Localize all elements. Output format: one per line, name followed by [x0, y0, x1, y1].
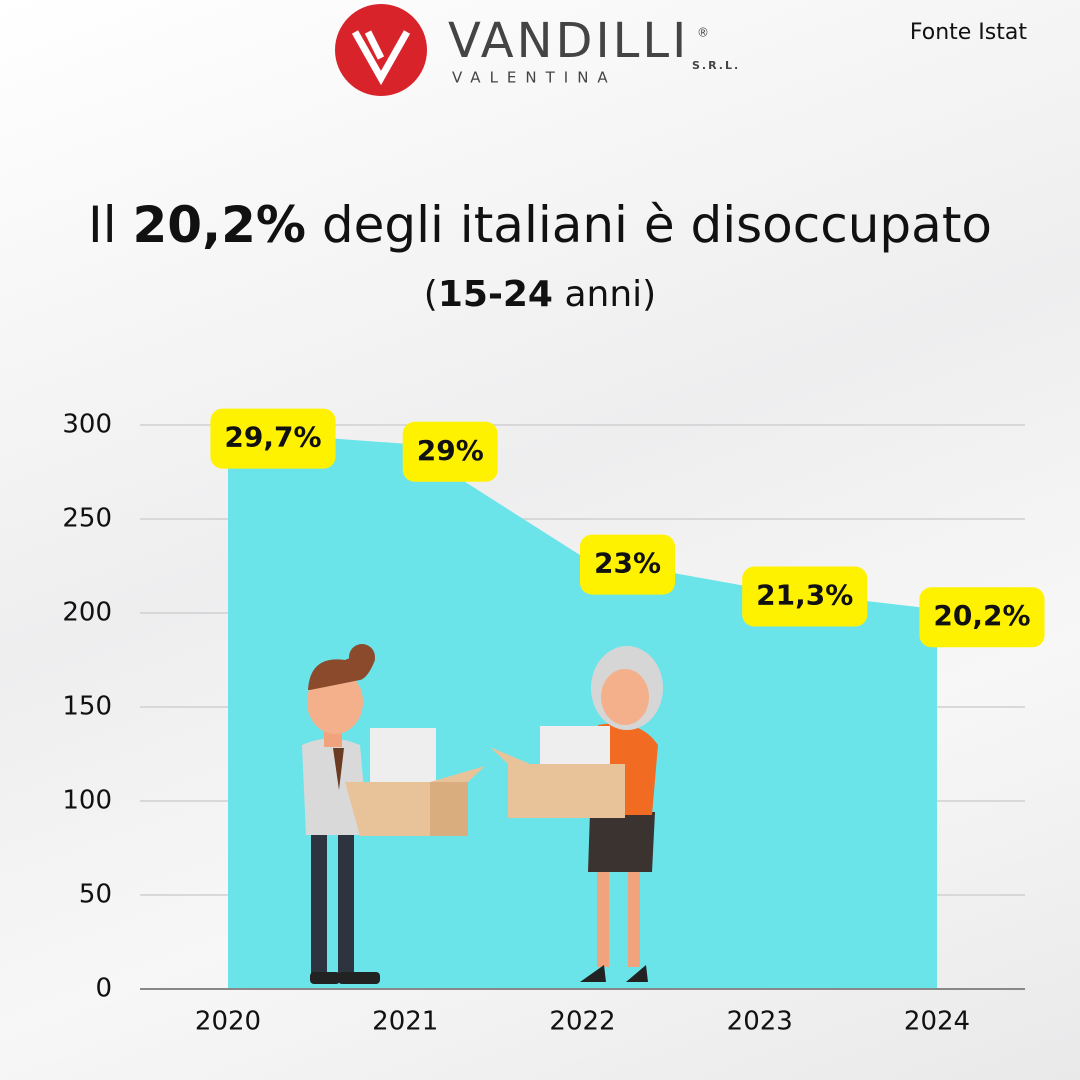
- man-shirt: [302, 738, 368, 835]
- subtitle-text: anni): [564, 274, 657, 315]
- value-label-box: [402, 421, 498, 482]
- box-side: [430, 782, 468, 836]
- plot: 0 50 100 150 200 250 300: [62, 410, 1025, 1004]
- logo-badge: [335, 4, 427, 96]
- y-tick-label: 200: [62, 598, 112, 628]
- y-tick-label: 150: [62, 692, 112, 722]
- chart-subtitle: (15-24 anni): [0, 274, 1080, 315]
- x-tick-label: 2020: [195, 1007, 261, 1037]
- value-label: 29%: [402, 421, 498, 482]
- man-tie: [333, 748, 344, 790]
- value-label-text: 20,2%: [933, 599, 1030, 632]
- logo-name: VANDILLI: [448, 13, 689, 69]
- woman-head: [601, 669, 649, 725]
- woman-shoe: [580, 965, 648, 982]
- value-label: 21,3%: [742, 566, 868, 627]
- woman-leg: [597, 872, 609, 967]
- value-label-box: [742, 566, 868, 627]
- subtitle-text: (: [423, 274, 438, 315]
- man-shoe: [310, 972, 340, 984]
- value-label-box: [579, 534, 676, 595]
- man-hair: [349, 644, 375, 670]
- value-label: 29,7%: [210, 408, 336, 469]
- value-label-box: [919, 587, 1045, 648]
- title-text: degli italiani è disoccupato: [321, 196, 993, 254]
- man-shoe: [338, 972, 380, 984]
- value-label: 23%: [579, 534, 676, 595]
- title-highlight: 20,2%: [132, 196, 306, 254]
- y-tick-label: 0: [95, 974, 112, 1004]
- man-leg: [338, 830, 354, 975]
- y-tick-label: 250: [62, 504, 112, 534]
- title-text: Il: [87, 196, 117, 254]
- logo-mark: ®: [697, 26, 709, 40]
- value-label: 20,2%: [919, 587, 1045, 648]
- value-label-text: 21,3%: [756, 579, 853, 612]
- y-tick-label: 50: [79, 880, 112, 910]
- logo: VANDILLI VALENTINA S.R.L. ®: [335, 4, 740, 96]
- x-tick-label: 2023: [727, 1007, 793, 1037]
- x-tick-label: 2024: [904, 1007, 970, 1037]
- chart-title: Il 20,2% degli italiani è disoccupato: [0, 196, 1080, 254]
- illustration: [302, 644, 663, 984]
- source: Fonte Istat: [910, 20, 1027, 45]
- woman-skirt: [588, 812, 655, 872]
- x-tick-label: 2021: [372, 1007, 438, 1037]
- woman-leg: [628, 872, 640, 967]
- value-label-text: 23%: [594, 547, 661, 580]
- y-tick-label: 100: [62, 786, 112, 816]
- logo-suffix: S.R.L.: [692, 59, 740, 72]
- logo-sub: VALENTINA: [452, 69, 617, 87]
- value-label-text: 29%: [417, 434, 484, 467]
- value-label-text: 29,7%: [224, 421, 321, 454]
- x-tick-label: 2022: [549, 1007, 615, 1037]
- box-paper: [370, 728, 436, 783]
- box: [490, 747, 625, 818]
- value-label-box: [210, 408, 336, 469]
- man-leg: [311, 830, 327, 975]
- subtitle-highlight: 15-24: [437, 274, 553, 315]
- area: [228, 430, 937, 989]
- box-paper: [540, 726, 610, 766]
- y-tick-label: 300: [62, 410, 112, 440]
- logo-v: [351, 30, 411, 86]
